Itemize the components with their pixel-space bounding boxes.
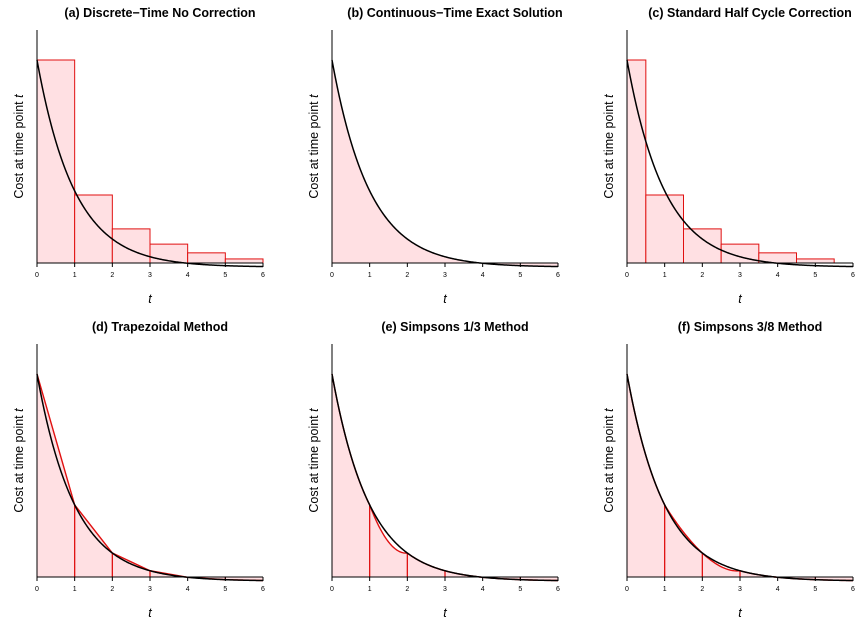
x-tick-label: 1: [73, 272, 77, 279]
bar: [626, 59, 647, 264]
panel-title: (b) Continuous−Time Exact Solution: [347, 6, 562, 20]
x-tick-label: 4: [776, 586, 780, 593]
x-tick-label: 5: [223, 586, 227, 593]
x-tick-label: 4: [481, 586, 485, 593]
y-axis-label: Cost at time point t: [12, 94, 26, 199]
x-tick-label: 4: [186, 586, 190, 593]
x-tick-label: 2: [700, 586, 704, 593]
panel-title: (d) Trapezoidal Method: [92, 320, 228, 334]
x-tick-label: 2: [700, 272, 704, 279]
x-tick-label: 5: [518, 586, 522, 593]
x-tick-label: 5: [518, 272, 522, 279]
x-tick-label: 2: [110, 272, 114, 279]
x-tick-label: 1: [663, 586, 667, 593]
x-tick-label: 5: [813, 272, 817, 279]
x-axis-label: t: [738, 292, 742, 306]
bar: [224, 258, 264, 264]
panel-title: (e) Simpsons 1/3 Method: [381, 320, 528, 334]
x-tick-label: 1: [663, 272, 667, 279]
x-tick-label: 0: [330, 272, 334, 279]
x-tick-label: 6: [851, 272, 855, 279]
x-tick-label: 6: [261, 272, 265, 279]
area-fill: [332, 374, 558, 581]
y-axis-label: Cost at time point t: [602, 94, 616, 199]
y-axis-label: Cost at time point t: [307, 408, 321, 513]
x-tick-label: 0: [330, 586, 334, 593]
bar: [187, 252, 226, 264]
x-tick-label: 6: [556, 586, 560, 593]
x-tick-label: 3: [443, 272, 447, 279]
panel-b: (b) Continuous−Time Exact Solution Cost a…: [307, 6, 563, 306]
x-tick-label: 0: [35, 272, 39, 279]
x-tick-label: 5: [223, 272, 227, 279]
x-tick-label: 2: [405, 586, 409, 593]
x-tick-label: 6: [556, 272, 560, 279]
area-fill: [332, 60, 558, 267]
x-tick-label: 3: [148, 586, 152, 593]
bar: [74, 194, 113, 264]
panel-title: (c) Standard Half Cycle Correction: [648, 6, 852, 20]
x-tick-label: 4: [776, 272, 780, 279]
x-tick-label: 1: [73, 586, 77, 593]
bar: [796, 258, 835, 264]
panel-d: (d) Trapezoidal Method Cost at time point…: [12, 320, 265, 619]
panel-f: (f) Simpsons 3/8 Method Cost at time poin…: [602, 320, 855, 619]
panel-e: (e) Simpsons 1/3 Method Cost at time poin…: [307, 320, 560, 619]
x-tick-label: 4: [186, 272, 190, 279]
panel-c: (c) Standard Half Cycle Correction Cost a…: [602, 6, 855, 306]
x-tick-label: 5: [813, 586, 817, 593]
x-tick-label: 1: [368, 586, 372, 593]
area-fill: [37, 374, 263, 581]
y-axis-label: Cost at time point t: [12, 408, 26, 513]
y-axis-label: Cost at time point t: [307, 94, 321, 199]
x-tick-label: 3: [738, 586, 742, 593]
panel-title: (a) Discrete−Time No Correction: [64, 6, 255, 20]
x-tick-label: 1: [368, 272, 372, 279]
x-tick-label: 0: [625, 586, 629, 593]
area-fill: [627, 374, 853, 581]
bar: [111, 228, 151, 264]
bar: [683, 228, 722, 264]
panel-a: (a) Discrete−Time No Correction Cost at t…: [12, 6, 265, 306]
x-tick-label: 3: [738, 272, 742, 279]
y-axis-label: Cost at time point t: [602, 408, 616, 513]
x-axis-label: t: [148, 292, 152, 306]
x-tick-label: 3: [443, 586, 447, 593]
x-tick-label: 2: [110, 586, 114, 593]
x-tick-label: 3: [148, 272, 152, 279]
x-axis-label: t: [443, 292, 447, 306]
x-tick-label: 0: [35, 586, 39, 593]
x-tick-label: 0: [625, 272, 629, 279]
x-axis-label: t: [443, 606, 447, 619]
x-tick-label: 2: [405, 272, 409, 279]
x-axis-label: t: [148, 606, 152, 619]
x-axis-label: t: [738, 606, 742, 619]
x-tick-label: 6: [261, 586, 265, 593]
x-tick-label: 6: [851, 586, 855, 593]
x-tick-label: 4: [481, 272, 485, 279]
panel-title: (f) Simpsons 3/8 Method: [678, 320, 822, 334]
bar: [645, 194, 684, 264]
